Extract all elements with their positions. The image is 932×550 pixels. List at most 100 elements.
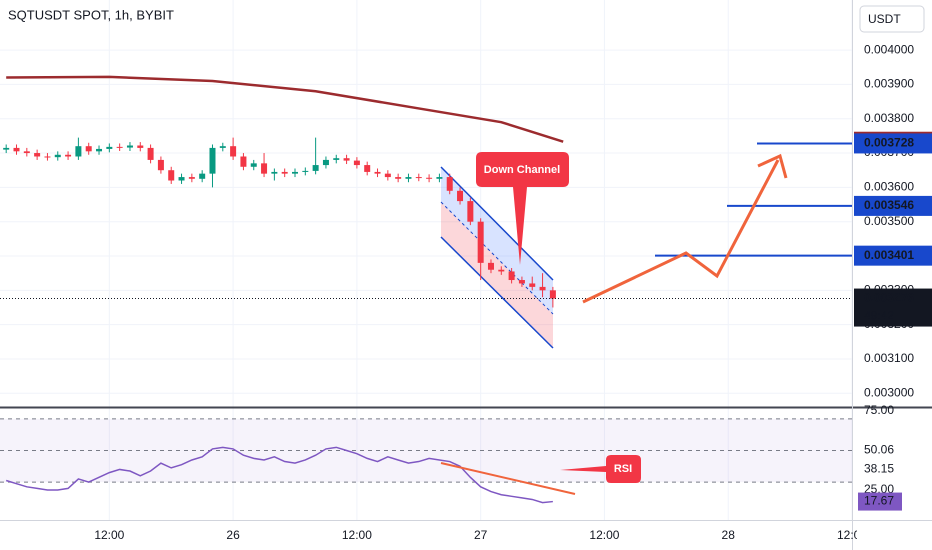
candle-body xyxy=(529,283,536,287)
price-badge-label: 0.003728 xyxy=(864,136,914,150)
x-tick-label: 12:00 xyxy=(837,528,867,542)
candle-body xyxy=(477,221,484,263)
y-tick-label: 0.003600 xyxy=(864,180,914,194)
candle-body xyxy=(106,146,113,149)
annotation: RSI xyxy=(614,463,632,475)
callout-box xyxy=(560,455,641,483)
candle-body xyxy=(343,158,350,161)
candle-body xyxy=(426,177,433,179)
candle-body xyxy=(281,171,288,174)
candle-body xyxy=(188,177,195,179)
price-badge xyxy=(854,195,932,216)
rsi-badge xyxy=(858,492,902,511)
y-tick-label: 0.003900 xyxy=(864,77,914,91)
channel-upper xyxy=(440,166,554,281)
annotation: Down Channel xyxy=(484,164,560,176)
price-badge-label: 0.003546 xyxy=(864,198,914,212)
arrow-head xyxy=(757,153,788,179)
candle-body xyxy=(508,271,515,281)
candle-body xyxy=(498,269,505,272)
candle-body xyxy=(240,156,247,167)
currency-label[interactable]: USDT xyxy=(868,12,901,26)
y-tick-label: 0.003100 xyxy=(864,351,914,365)
channel-mid xyxy=(440,201,554,315)
candle-body xyxy=(250,163,257,167)
y-tick-label: 0.003500 xyxy=(864,214,914,228)
candle-body xyxy=(85,146,92,152)
candle-body xyxy=(518,280,525,284)
price-badge xyxy=(854,288,932,327)
candle-body xyxy=(467,201,474,222)
candle-body xyxy=(364,165,371,172)
price-badge-label: 0.003401 xyxy=(864,248,914,262)
candle-body xyxy=(436,177,443,179)
candle-body xyxy=(395,177,402,179)
x-tick-label: 26 xyxy=(226,528,240,542)
chart-title: SQTUSDT SPOT, 1h, BYBIT xyxy=(8,7,174,22)
x-tick-label: 28 xyxy=(722,528,736,542)
candle-body xyxy=(312,165,319,171)
candle-body xyxy=(96,148,103,152)
candle-body xyxy=(126,145,133,148)
candle-body xyxy=(333,158,340,160)
x-tick-label: 12:00 xyxy=(94,528,124,542)
candle-body xyxy=(446,177,453,191)
candle-body xyxy=(44,156,51,158)
candle-body xyxy=(157,159,164,171)
candle-body xyxy=(65,154,72,157)
candle-body xyxy=(54,154,61,158)
x-tick-label: 12:00 xyxy=(589,528,619,542)
candle-body xyxy=(549,290,556,299)
moving-average xyxy=(6,75,564,143)
callout-box xyxy=(476,152,569,265)
candle-body xyxy=(137,145,144,148)
candle-body xyxy=(539,286,546,291)
candle-body xyxy=(271,171,278,174)
price-badge-label: 0.003276 xyxy=(864,291,914,305)
price-badge xyxy=(854,245,932,266)
candle-body xyxy=(116,146,123,148)
candle-body xyxy=(34,153,41,157)
candle-body xyxy=(13,147,20,152)
candle-body xyxy=(3,147,10,150)
candle-body xyxy=(322,159,329,166)
rsi-level-label: 38.15 xyxy=(864,461,894,475)
rsi-trend-line xyxy=(440,462,576,495)
x-tick-label: 12:00 xyxy=(342,528,372,542)
channel-lower xyxy=(440,236,554,349)
candle-body xyxy=(147,147,154,160)
channel-lower-fill xyxy=(441,202,553,348)
currency-button[interactable] xyxy=(859,5,925,33)
x-axis: 12:00 26 12:00 27 12:00 28 12:00 xyxy=(94,528,867,542)
candle-body xyxy=(384,173,391,178)
rsi-badge-label: 17.67 xyxy=(864,494,894,508)
y-tick-label: 0.004000 xyxy=(864,42,914,56)
candle-body xyxy=(168,170,175,181)
y-tick-label: 0.003000 xyxy=(864,385,914,399)
candle-body xyxy=(353,160,360,166)
candle-body xyxy=(219,146,226,148)
candle-body xyxy=(230,146,237,157)
candle-body xyxy=(209,147,216,174)
candle-body xyxy=(75,146,82,157)
candle-body xyxy=(23,151,30,154)
candle-body xyxy=(457,190,464,202)
candle-body xyxy=(261,163,268,174)
candle-body xyxy=(302,170,309,172)
candle-body xyxy=(415,177,422,179)
projection-arrow xyxy=(582,159,780,304)
countdown: 49:42 xyxy=(864,309,894,323)
candle-body xyxy=(487,262,494,270)
y-tick-label: 0.003800 xyxy=(864,111,914,125)
candle-body xyxy=(199,173,206,179)
price-badge xyxy=(854,133,932,154)
x-tick-label: 27 xyxy=(474,528,488,542)
candle-body xyxy=(178,177,185,181)
rsi-tick-label: 75.00 xyxy=(864,403,894,417)
candle-body xyxy=(292,171,299,174)
candle-body xyxy=(374,171,381,174)
candle-body xyxy=(405,177,412,179)
rsi-level-label: 50.06 xyxy=(864,443,894,457)
